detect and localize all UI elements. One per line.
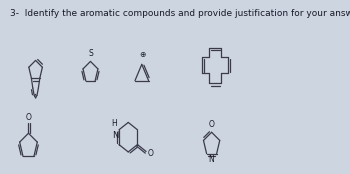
Text: O: O	[147, 149, 153, 158]
Text: S: S	[88, 49, 93, 58]
Text: N: N	[208, 155, 214, 164]
Text: 3-  Identify the aromatic compounds and provide justification for your answers:: 3- Identify the aromatic compounds and p…	[10, 9, 350, 18]
Text: O: O	[209, 120, 215, 129]
Text: O: O	[26, 113, 31, 122]
Text: H: H	[111, 119, 117, 128]
Text: ⊕: ⊕	[139, 50, 146, 60]
Text: N: N	[112, 131, 118, 140]
